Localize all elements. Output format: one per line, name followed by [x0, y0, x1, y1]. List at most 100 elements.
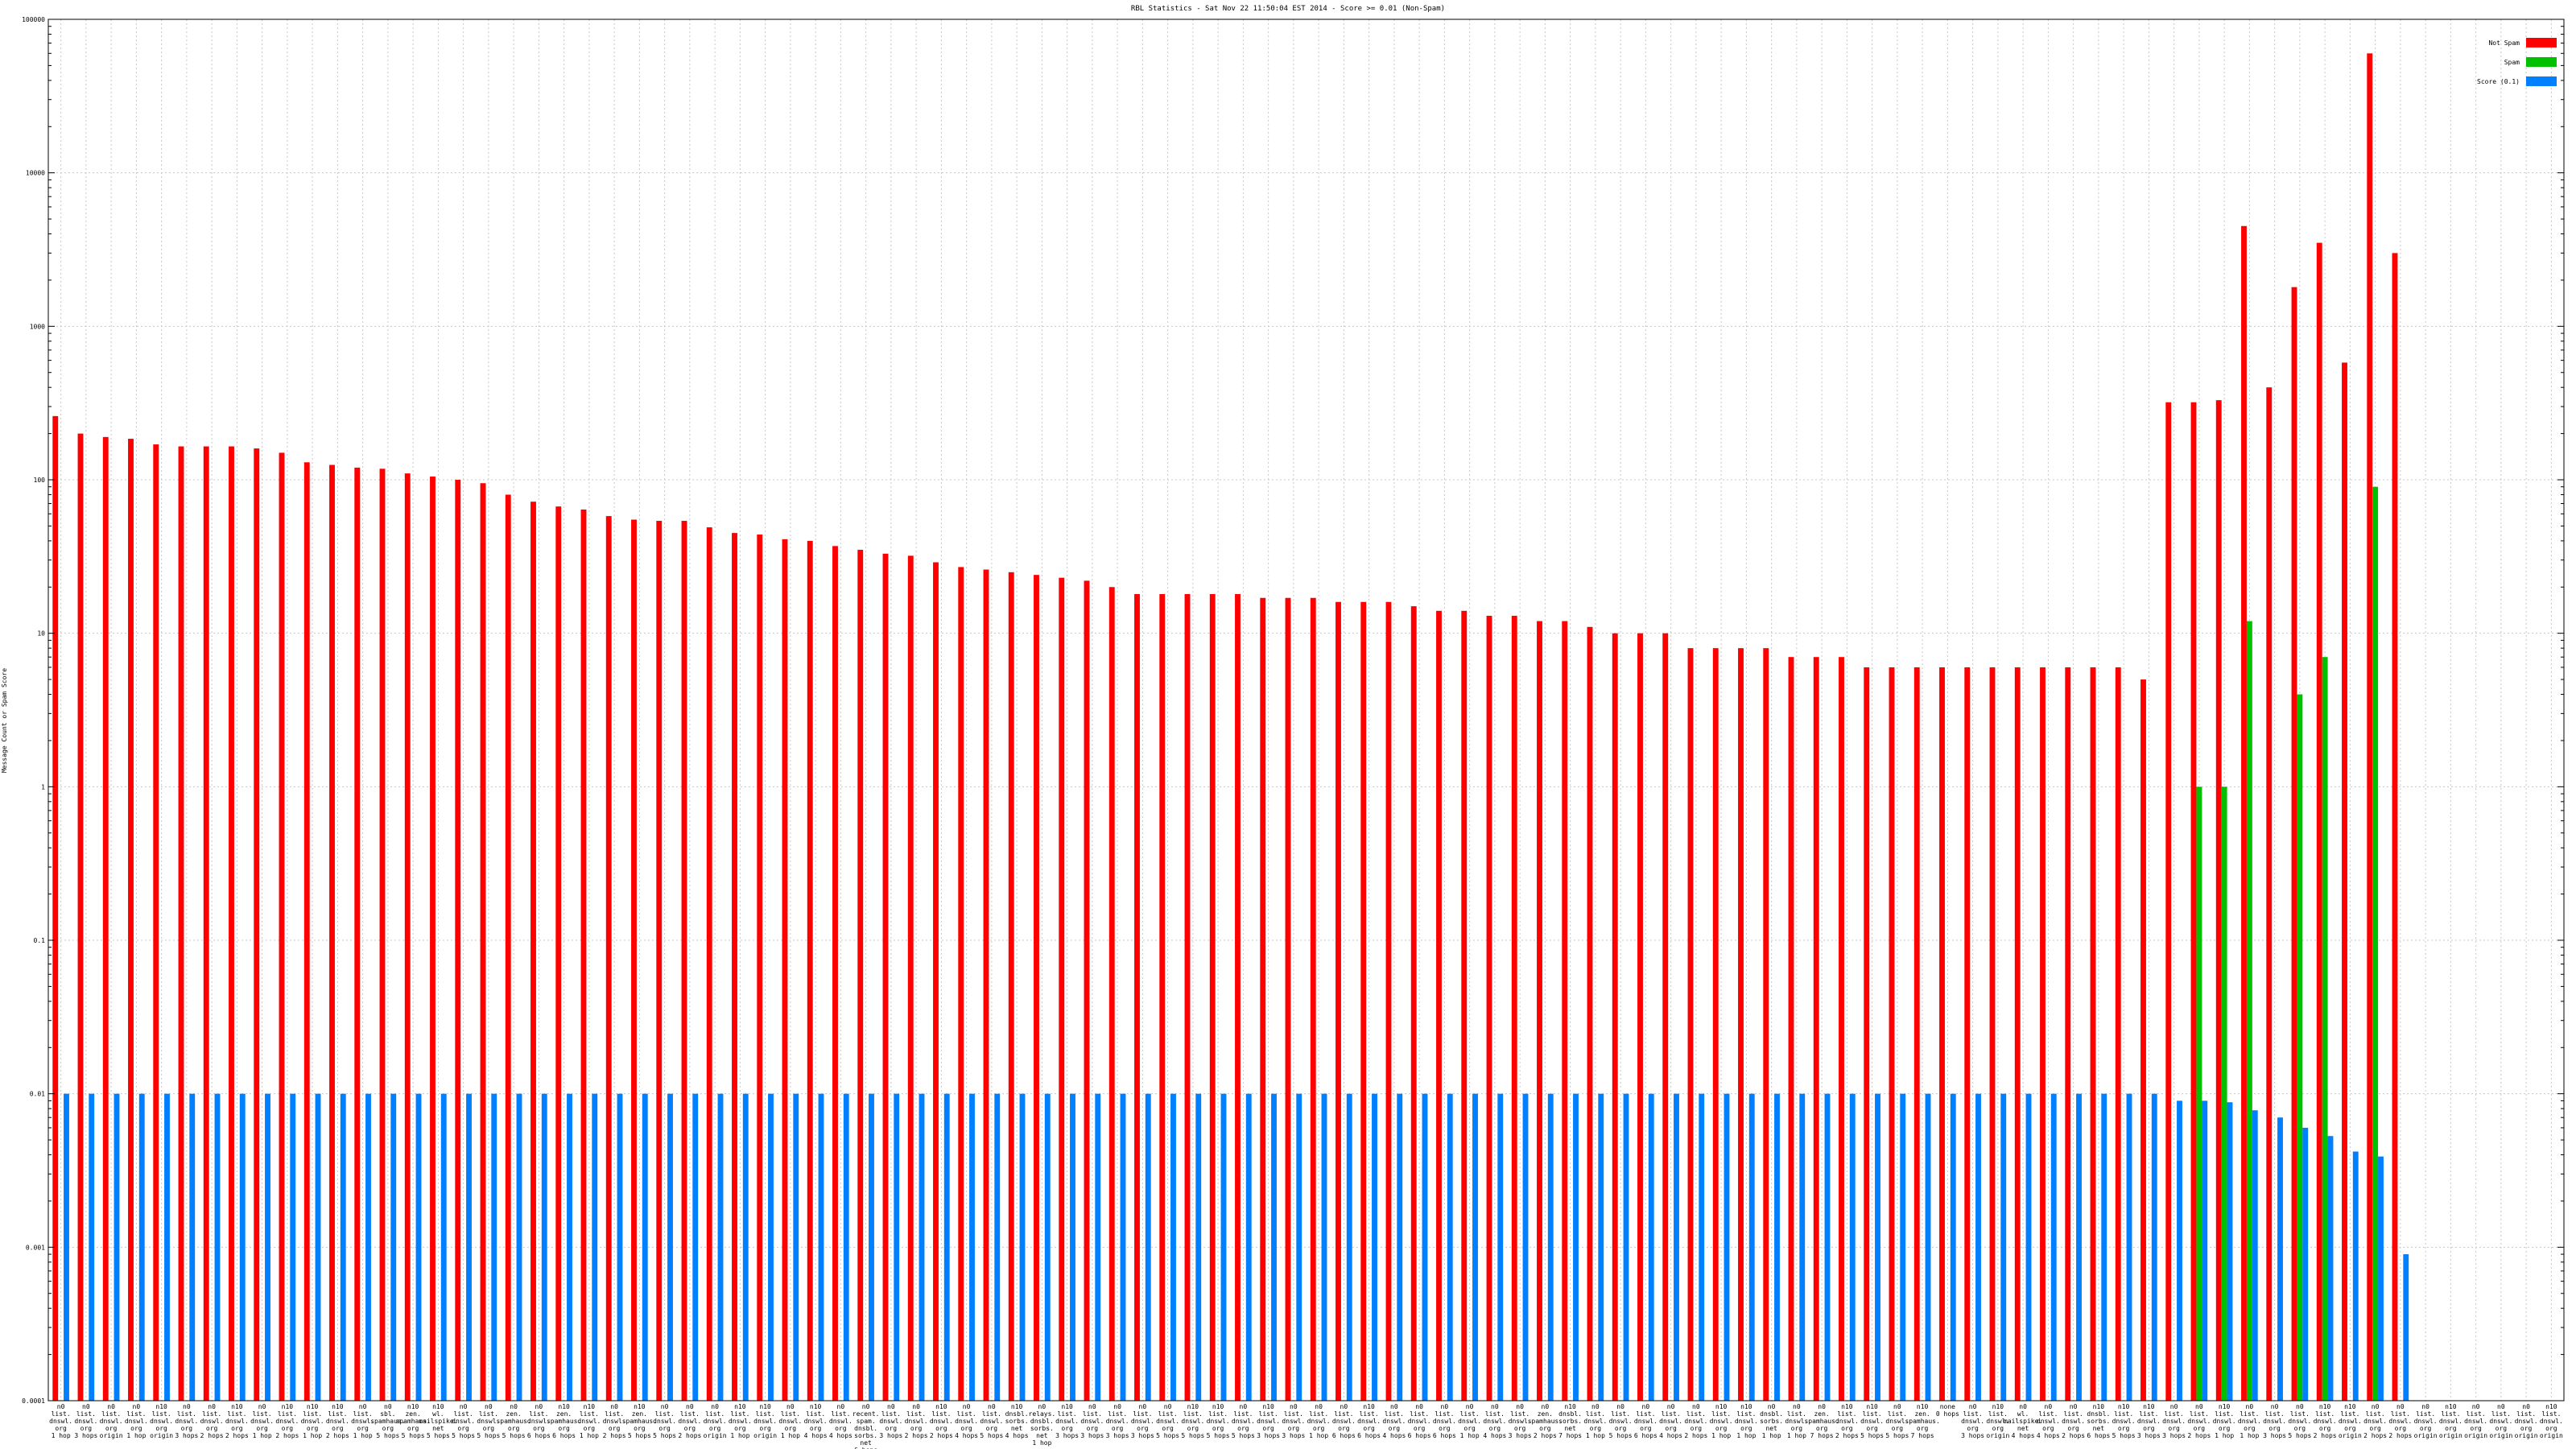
- x-tick-label-line: n0: [1315, 1403, 1323, 1410]
- x-tick-label-line: n0: [2372, 1403, 2380, 1410]
- x-tick-label: n0 zen. spamhaus. org 7 hops: [1804, 1403, 1839, 1439]
- bar-not-spam: [2392, 253, 2398, 1402]
- x-tick-label-line: org: [634, 1425, 646, 1432]
- x-tick-label-line: list.: [1108, 1410, 1127, 1418]
- x-tick-label-line: list.: [1863, 1410, 1882, 1418]
- x-tick-label: n0 list. dnswl. org 1 hop: [778, 1403, 802, 1439]
- bar-score: [793, 1093, 799, 1401]
- x-tick-label: n10 dnsbl. sorbs. net 6 hops: [2087, 1403, 2110, 1439]
- x-tick-label: n0 list. dnswl. org 5 hops: [1609, 1403, 1633, 1439]
- x-tick-label-line: n10: [282, 1403, 294, 1410]
- x-tick-label-line: dnswl.: [200, 1418, 224, 1425]
- x-tick-label-line: list.: [202, 1410, 221, 1418]
- x-tick-label: n0 list. dnswl. org 3 hops: [2263, 1403, 2286, 1439]
- x-tick-label: n0 list. dnswl. org 6 hops: [1634, 1403, 1657, 1439]
- x-tick-label-line: dnswl.: [577, 1418, 601, 1425]
- x-tick-label: n0 list. dnswl. org 2 hops: [2363, 1403, 2387, 1439]
- x-tick-label-line: n10: [432, 1403, 444, 1410]
- x-tick-label-line: n0: [1969, 1403, 1977, 1410]
- x-tick-label-line: net: [2093, 1425, 2105, 1432]
- bar-not-spam: [1839, 657, 1844, 1401]
- bar-spam: [2246, 621, 2252, 1401]
- x-tick-label: n10 list. dnswl. org 1 hop: [729, 1403, 752, 1439]
- bar-not-spam: [1436, 610, 1442, 1401]
- x-tick-label-line: dnswl.: [1961, 1418, 1984, 1425]
- x-tick-label: n0 list. dnswl. org 4 hops: [1483, 1403, 1506, 1439]
- x-tick-label-line: dnswl.: [1433, 1418, 1456, 1425]
- x-tick-label-line: net: [2017, 1425, 2029, 1432]
- x-tick-label-line: n10: [935, 1403, 947, 1410]
- bar-not-spam: [1034, 575, 1039, 1401]
- x-tick-label-line: 2 hops: [2388, 1432, 2412, 1439]
- x-tick-label: none 0 hops: [1936, 1403, 1959, 1418]
- bar-not-spam: [303, 462, 310, 1401]
- x-tick-label-line: n0: [1441, 1403, 1449, 1410]
- x-tick-label-line: dnswl.: [955, 1418, 978, 1425]
- bar-score: [1598, 1093, 1604, 1401]
- x-tick-label-line: zen.: [1814, 1410, 1829, 1418]
- bar-score: [541, 1093, 547, 1401]
- x-tick-label-line: origin: [150, 1432, 173, 1439]
- x-tick-label-line: 1 hop: [303, 1432, 322, 1439]
- x-tick-label-line: org: [382, 1425, 394, 1432]
- x-tick-label-line: list.: [730, 1410, 749, 1418]
- bar-score: [2000, 1093, 2007, 1401]
- bar-score: [642, 1093, 648, 1401]
- x-tick-label-line: 1 hop: [580, 1432, 599, 1439]
- x-tick-label-line: 3 hops: [175, 1432, 198, 1439]
- bar-score: [1070, 1093, 1075, 1401]
- x-tick-label-line: n0: [1415, 1403, 1423, 1410]
- x-tick-label: n0 list. dnswl. org 1 hop: [351, 1403, 374, 1439]
- bar-not-spam: [2266, 387, 2273, 1401]
- y-tick-label: 0.001: [26, 1244, 45, 1251]
- legend: Not Spam Spam Score (0.1): [2477, 38, 2557, 86]
- x-tick-label-line: list.: [1284, 1410, 1303, 1418]
- x-tick-label: n10 zen. spamhaus. org 6 hops: [547, 1403, 581, 1439]
- x-tick-label-line: list.: [1686, 1410, 1706, 1418]
- x-tick-label: n10 list. dnswl. org 1 hop: [1735, 1403, 1758, 1439]
- x-tick-label-line: dnswl.: [1509, 1418, 1532, 1425]
- x-tick-label-line: list.: [1360, 1410, 1379, 1418]
- bar-score: [919, 1093, 925, 1401]
- x-tick-label: n0 sbl. spamhaus. org 5 hops: [370, 1403, 405, 1439]
- x-tick-label-line: org: [2319, 1425, 2331, 1432]
- x-tick-label-line: dnswl.: [2187, 1418, 2211, 1425]
- x-tick-label: n0 list. dnswl. org 2 hops: [2062, 1403, 2085, 1439]
- bar-score: [1975, 1093, 1981, 1401]
- x-tick-label-line: n10: [1841, 1403, 1853, 1410]
- x-tick-label-line: 1 hop: [1032, 1439, 1051, 1447]
- x-tick-label-line: dnswl.: [2489, 1418, 2512, 1425]
- x-tick-label-line: dnswl.: [2339, 1418, 2362, 1425]
- legend-swatch: [2526, 76, 2557, 86]
- bar-not-spam: [279, 452, 285, 1401]
- x-tick-label: n10 list. dnswl. org origin: [753, 1403, 777, 1439]
- x-tick-label-line: list.: [1385, 1410, 1404, 1418]
- x-tick-label-line: list.: [2391, 1410, 2410, 1418]
- x-tick-label-line: 3 hops: [1282, 1432, 1305, 1439]
- x-tick-label-line: n0: [183, 1403, 191, 1410]
- x-tick-label-line: org: [2042, 1425, 2054, 1432]
- x-tick-label-line: n0: [1240, 1403, 1248, 1410]
- x-tick-label-line: list.: [76, 1410, 96, 1418]
- x-tick-label-line: 5 hops: [1181, 1432, 1204, 1439]
- x-tick-label-line: dnswl.: [74, 1418, 97, 1425]
- x-tick-label-line: wl.: [2017, 1410, 2029, 1418]
- plot-frame: [47, 19, 2565, 1402]
- x-tick-label-line: 5 hops: [1860, 1432, 1884, 1439]
- x-tick-label-line: dnswl.: [2238, 1418, 2261, 1425]
- x-tick-label-line: 2 hops: [1684, 1432, 1707, 1439]
- x-tick-label-line: list.: [1309, 1410, 1328, 1418]
- axes: 0.0001 0.001 0.01 0.1 1 10 100 1000 10000 100000: [22, 16, 2565, 1405]
- x-tick-label-line: n10: [634, 1403, 646, 1410]
- x-tick-label-line: org: [55, 1425, 67, 1432]
- x-tick-label-line: dnswl.: [778, 1418, 802, 1425]
- x-tick-label-line: n10: [332, 1403, 344, 1410]
- bar-not-spam: [1712, 648, 1719, 1401]
- x-tick-label: n10 list. dnswl. org 3 hops: [1055, 1403, 1079, 1439]
- bar-score: [2327, 1136, 2334, 1401]
- x-tick-label: n0 list. dnswl. org 5 hops: [452, 1403, 475, 1439]
- bar-not-spam: [1285, 597, 1291, 1401]
- x-tick-label-line: org: [2395, 1425, 2407, 1432]
- bar-score: [2050, 1093, 2057, 1401]
